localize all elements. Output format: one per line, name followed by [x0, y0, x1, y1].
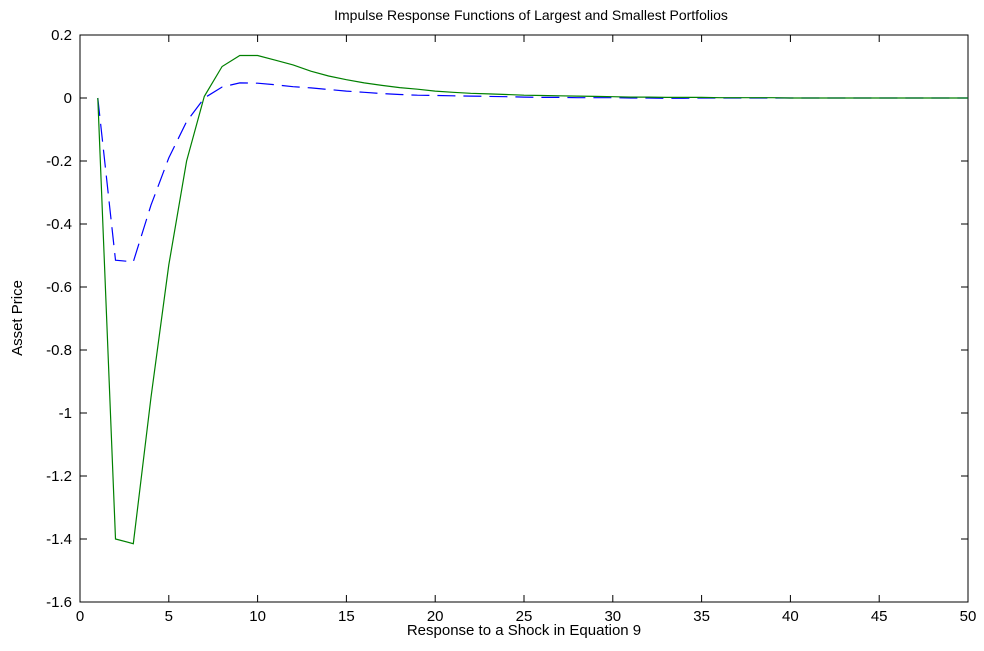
- y-tick-label: -1.4: [46, 531, 72, 548]
- series-line-1: [97, 82, 968, 263]
- x-tick-label: 10: [249, 608, 266, 625]
- x-tick-label: 30: [604, 608, 621, 625]
- y-tick-label: -0.2: [46, 153, 72, 170]
- x-tick-label: 25: [516, 608, 533, 625]
- y-tick-label: -1.6: [46, 594, 72, 611]
- series-line-2: [97, 54, 968, 545]
- y-axis-label: Asset Price: [9, 280, 26, 356]
- x-tick-label: 15: [338, 608, 355, 625]
- chart-title: Impulse Response Functions of Largest an…: [334, 7, 728, 23]
- x-tick-label: 20: [427, 608, 444, 625]
- y-axis: 0.2 0 -0.2 -0.4 -0.6 -0.8 -1 -1.2 -1.4 -1.6: [46, 27, 968, 611]
- plot-area: [79, 34, 969, 603]
- x-tick-label: 5: [165, 608, 173, 625]
- y-tick-label: 0.2: [51, 27, 72, 44]
- x-tick-label: 0: [76, 608, 84, 625]
- x-axis: 0 5 10 15 20 25 30 35 40 45 50: [76, 35, 977, 625]
- x-tick-label: 50: [960, 608, 977, 625]
- x-tick-label: 40: [782, 608, 799, 625]
- x-tick-label: 45: [871, 608, 888, 625]
- x-axis-label: Response to a Shock in Equation 9: [407, 622, 641, 639]
- y-tick-label: -1: [59, 405, 72, 422]
- y-tick-label: -0.6: [46, 279, 72, 296]
- y-tick-label: -0.4: [46, 216, 72, 233]
- series-layer: [97, 54, 968, 545]
- y-tick-label: -1.2: [46, 468, 72, 485]
- y-tick-label: 0: [64, 90, 72, 107]
- x-tick-label: 35: [693, 608, 710, 625]
- y-tick-label: -0.8: [46, 342, 72, 359]
